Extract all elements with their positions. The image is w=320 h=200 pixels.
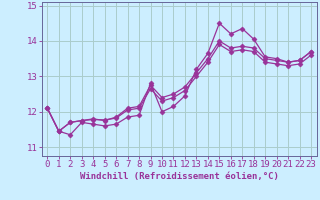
X-axis label: Windchill (Refroidissement éolien,°C): Windchill (Refroidissement éolien,°C) [80,172,279,181]
